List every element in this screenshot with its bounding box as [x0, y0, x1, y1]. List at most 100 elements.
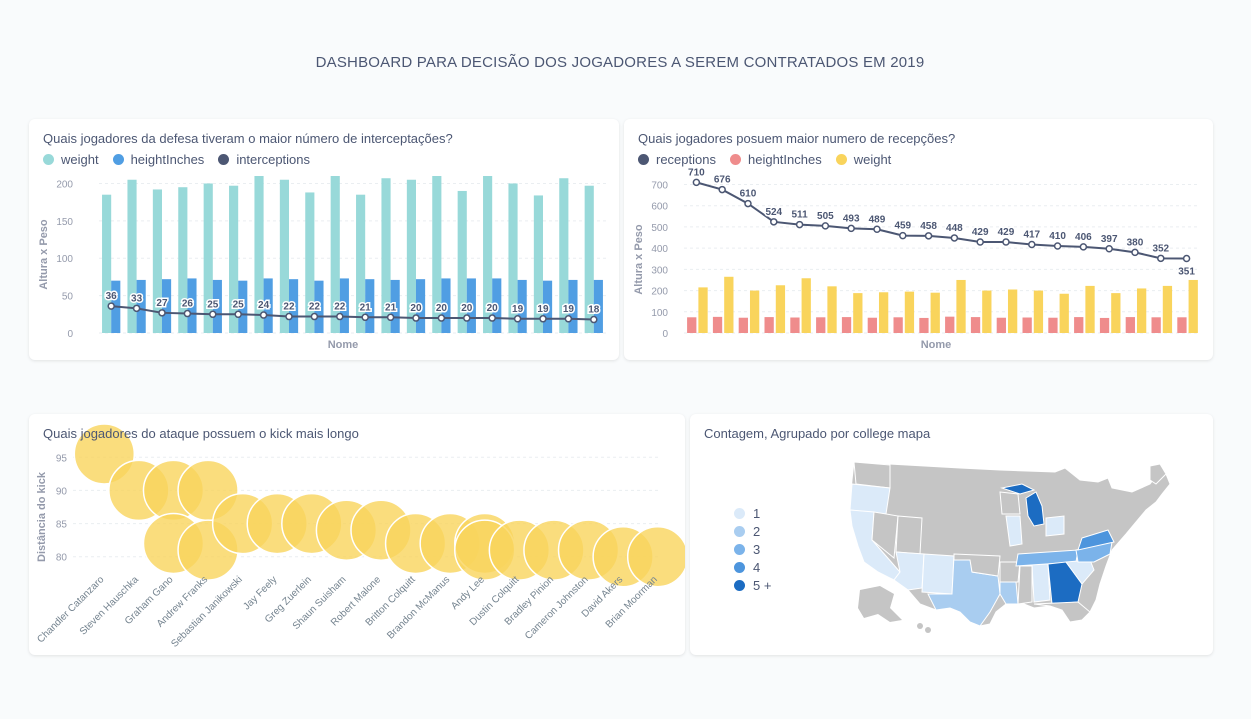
bar-heightinches[interactable]	[970, 317, 981, 333]
bar-heightinches[interactable]	[136, 279, 146, 333]
point-receptions[interactable]	[847, 224, 855, 233]
legend-item-weight[interactable]: weight	[835, 152, 891, 167]
bar-heightinches[interactable]	[790, 317, 800, 333]
bar-weight[interactable]	[381, 178, 391, 333]
interceptions-chart-title[interactable]: Quais jogadores da defesa tiveram o maio…	[43, 131, 453, 146]
point-interceptions[interactable]	[564, 315, 573, 323]
bar-weight[interactable]	[254, 176, 264, 333]
bar-heightinches[interactable]	[161, 279, 172, 333]
point-interceptions[interactable]	[463, 314, 471, 322]
bar-weight[interactable]	[508, 183, 518, 333]
point-receptions[interactable]	[924, 232, 933, 240]
bar-heightinches[interactable]	[1099, 317, 1110, 333]
bar-heightinches[interactable]	[212, 279, 222, 333]
kick-bubble[interactable]	[626, 525, 685, 588]
point-receptions[interactable]	[873, 225, 881, 234]
point-receptions[interactable]	[744, 199, 752, 208]
point-receptions[interactable]	[1182, 254, 1191, 263]
bar-heightinches[interactable]	[687, 317, 697, 333]
bar-heightinches[interactable]	[712, 316, 723, 333]
point-interceptions[interactable]	[310, 312, 319, 321]
bar-heightinches[interactable]	[187, 278, 197, 333]
point-receptions[interactable]	[1105, 245, 1113, 253]
bar-weight[interactable]	[827, 286, 837, 333]
point-receptions[interactable]	[950, 234, 959, 242]
point-interceptions[interactable]	[132, 304, 141, 313]
point-receptions[interactable]	[770, 218, 778, 226]
bar-weight[interactable]	[930, 292, 940, 333]
bar-heightinches[interactable]	[945, 316, 955, 333]
bar-heightinches[interactable]	[1177, 317, 1187, 333]
legend-item-interceptions[interactable]: interceptions	[218, 152, 310, 167]
point-interceptions[interactable]	[107, 302, 115, 310]
point-interceptions[interactable]	[158, 309, 166, 317]
point-receptions[interactable]	[692, 178, 701, 187]
bar-heightinches[interactable]	[238, 280, 248, 333]
point-interceptions[interactable]	[285, 312, 293, 321]
point-receptions[interactable]	[1079, 243, 1088, 251]
bar-weight[interactable]	[1059, 293, 1069, 333]
bar-weight[interactable]	[956, 279, 966, 333]
bar-heightinches[interactable]	[841, 317, 852, 333]
bar-weight[interactable]	[152, 189, 162, 333]
point-receptions[interactable]	[1053, 242, 1062, 250]
bar-heightinches[interactable]	[893, 317, 903, 333]
point-interceptions[interactable]	[183, 309, 192, 318]
point-interceptions[interactable]	[336, 312, 344, 321]
bar-weight[interactable]	[483, 176, 493, 333]
map-legend-item[interactable]: 4	[734, 558, 771, 576]
bar-weight[interactable]	[853, 293, 863, 333]
point-receptions[interactable]	[976, 238, 984, 246]
point-receptions[interactable]	[1157, 254, 1165, 263]
point-interceptions[interactable]	[259, 311, 268, 319]
bar-heightinches[interactable]	[764, 317, 774, 333]
bar-weight[interactable]	[749, 290, 760, 333]
point-receptions[interactable]	[821, 222, 830, 230]
kick-chart-title[interactable]: Quais jogadores do ataque possuem o kick…	[43, 426, 359, 441]
point-interceptions[interactable]	[539, 315, 547, 323]
college-map-title[interactable]: Contagem, Agrupado por college mapa	[704, 426, 931, 441]
bar-weight[interactable]	[1033, 290, 1044, 333]
bar-weight[interactable]	[178, 187, 188, 333]
bar-weight[interactable]	[1007, 289, 1018, 333]
point-receptions[interactable]	[899, 231, 907, 240]
bar-weight[interactable]	[356, 194, 366, 333]
bar-heightinches[interactable]	[1022, 317, 1032, 333]
point-interceptions[interactable]	[386, 313, 395, 322]
bar-weight[interactable]	[279, 179, 289, 333]
bar-weight[interactable]	[559, 178, 569, 333]
bar-weight[interactable]	[904, 291, 915, 333]
bar-heightinches[interactable]	[738, 317, 748, 333]
point-receptions[interactable]	[1028, 240, 1036, 249]
bar-weight[interactable]	[1162, 285, 1173, 333]
bar-heightinches[interactable]	[568, 279, 578, 333]
receptions-chart-title[interactable]: Quais jogadores posuem maior numero de r…	[638, 131, 956, 146]
point-receptions[interactable]	[795, 220, 804, 229]
bar-heightinches[interactable]	[339, 278, 349, 333]
point-interceptions[interactable]	[437, 314, 446, 322]
legend-item-weight[interactable]: weight	[43, 152, 99, 167]
bar-weight[interactable]	[698, 287, 708, 333]
bar-heightinches[interactable]	[1151, 317, 1161, 333]
point-interceptions[interactable]	[361, 313, 369, 322]
bar-weight[interactable]	[1188, 279, 1198, 333]
point-interceptions[interactable]	[209, 310, 217, 319]
bar-weight[interactable]	[432, 176, 442, 333]
bar-weight[interactable]	[305, 192, 315, 333]
bar-heightinches[interactable]	[1048, 317, 1058, 333]
bar-weight[interactable]	[203, 183, 213, 333]
bar-heightinches[interactable]	[415, 279, 426, 333]
bar-weight[interactable]	[1136, 288, 1147, 333]
bar-heightinches[interactable]	[492, 278, 502, 333]
bar-heightinches[interactable]	[919, 317, 929, 333]
point-interceptions[interactable]	[412, 314, 420, 322]
bar-weight[interactable]	[330, 176, 340, 333]
point-receptions[interactable]	[1131, 248, 1139, 257]
point-receptions[interactable]	[1002, 238, 1010, 246]
map-legend-item[interactable]: 1	[734, 504, 771, 522]
bar-heightinches[interactable]	[593, 279, 603, 333]
bar-weight[interactable]	[801, 278, 811, 333]
bar-heightinches[interactable]	[390, 279, 400, 333]
bar-heightinches[interactable]	[1074, 317, 1084, 333]
bar-weight[interactable]	[533, 195, 543, 333]
